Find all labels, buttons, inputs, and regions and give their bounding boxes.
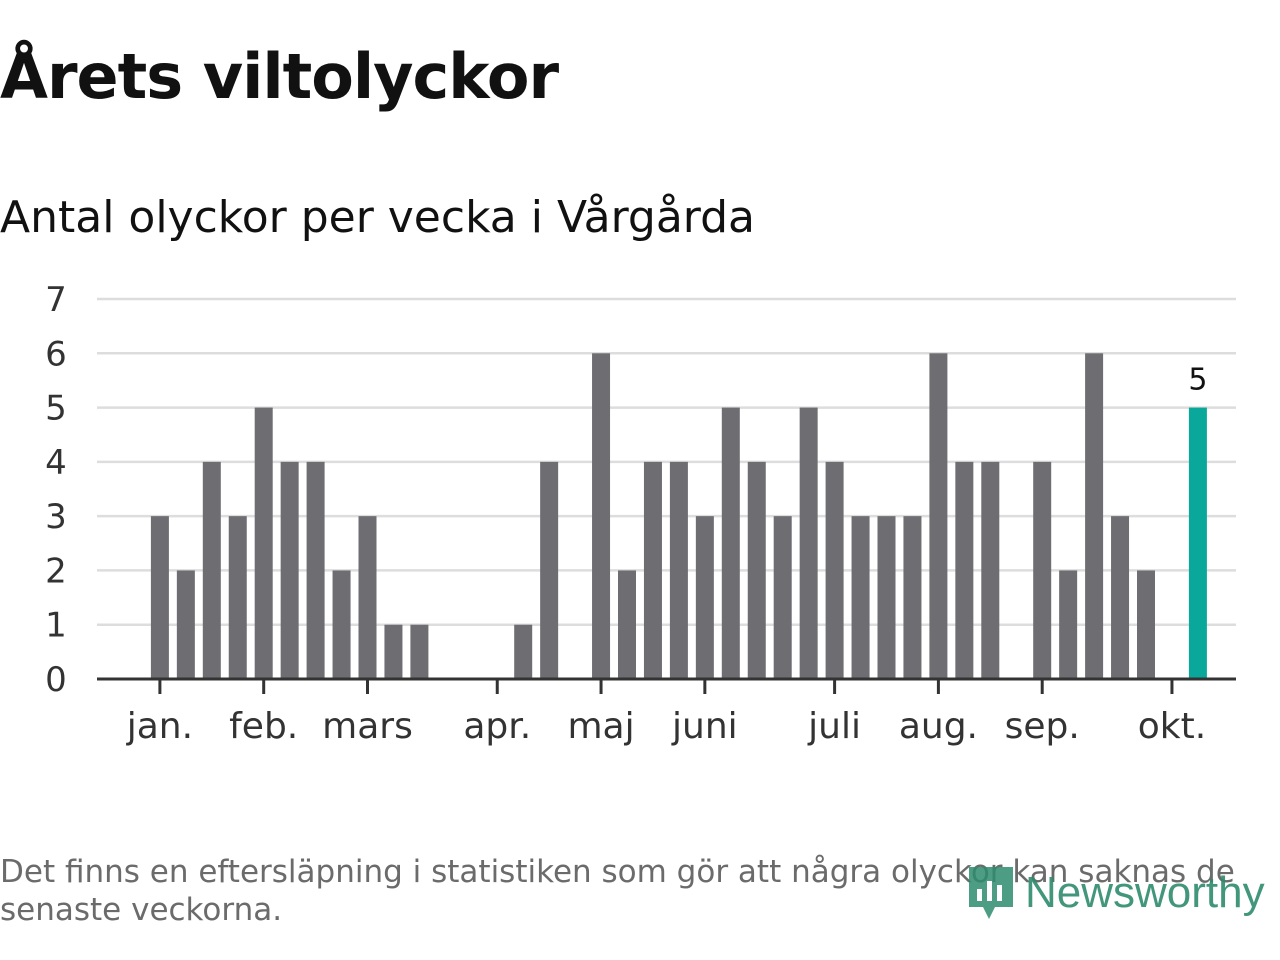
- bar: [955, 461, 974, 679]
- bar: [877, 516, 896, 679]
- bar: [643, 461, 662, 679]
- bar: [358, 516, 377, 679]
- bar: [669, 461, 688, 679]
- bar: [695, 516, 714, 679]
- bars: [150, 353, 1207, 679]
- x-tick-label: apr.: [463, 706, 531, 747]
- footnote: Det finns en eftersläpning i statistiken…: [0, 854, 1235, 928]
- x-tick-label: okt.: [1138, 706, 1206, 747]
- bar: [851, 516, 870, 679]
- x-tick-label: mars: [322, 706, 413, 747]
- x-tick-label: feb.: [229, 706, 298, 747]
- bar: [1137, 570, 1155, 679]
- bar: [410, 624, 429, 679]
- bar-chart: 0 1 2 3 4 5 6 7 jan. feb. mars apr. maj juni juli aug.…: [45, 280, 1236, 747]
- newsworthy-logo-text: Newsworthy: [1025, 868, 1265, 917]
- chart-title: Årets viltolyckor: [0, 40, 559, 113]
- bar: [1033, 461, 1052, 679]
- bar: [747, 461, 766, 679]
- x-tick-label: juli: [807, 706, 861, 747]
- bar: [721, 407, 740, 679]
- bar: [773, 516, 792, 679]
- bar: [592, 353, 611, 679]
- newsworthy-logo-icon: [969, 867, 1013, 919]
- bar: [228, 516, 247, 679]
- y-tick-label: 5: [45, 389, 67, 429]
- bar: [799, 407, 818, 679]
- y-axis-ticks: 0 1 2 3 4 5 6 7: [45, 280, 67, 700]
- newsworthy-logo: Newsworthy: [965, 858, 1265, 928]
- bar: [903, 516, 922, 679]
- bar: [540, 461, 559, 679]
- data-labels: 5: [1188, 363, 1207, 398]
- bar: [150, 516, 169, 679]
- bar: [306, 461, 325, 679]
- y-tick-label: 0: [45, 660, 67, 700]
- y-tick-label: 4: [45, 443, 67, 483]
- y-tick-label: 6: [45, 334, 67, 374]
- y-tick-label: 2: [45, 551, 67, 591]
- bar: [929, 353, 948, 679]
- bar: [1059, 570, 1078, 679]
- x-tick-label: sep.: [1005, 706, 1080, 747]
- y-tick-label: 3: [45, 497, 67, 537]
- y-tick-label: 1: [45, 606, 67, 646]
- bar: [981, 461, 1000, 679]
- bar: [254, 407, 273, 679]
- bar-highlight: [1188, 407, 1207, 679]
- x-tick-label: jan.: [126, 706, 193, 747]
- bar: [514, 624, 533, 679]
- chart-subtitle: Antal olyckor per vecka i Vårgårda: [0, 192, 756, 243]
- bar: [825, 461, 844, 679]
- bar: [332, 570, 351, 679]
- bar: [1111, 516, 1130, 679]
- y-tick-label: 7: [45, 280, 67, 320]
- x-tick-label: maj: [567, 706, 634, 747]
- bar: [618, 570, 636, 679]
- bar: [1085, 353, 1104, 679]
- x-axis-ticks: jan. feb. mars apr. maj juni juli aug. sep. okt.: [126, 679, 1206, 747]
- bar: [202, 461, 221, 679]
- x-tick-label: juni: [671, 706, 738, 747]
- data-label: 5: [1188, 363, 1207, 398]
- bar: [384, 624, 403, 679]
- x-tick-label: aug.: [899, 706, 978, 747]
- bar: [176, 570, 195, 679]
- bar: [280, 461, 299, 679]
